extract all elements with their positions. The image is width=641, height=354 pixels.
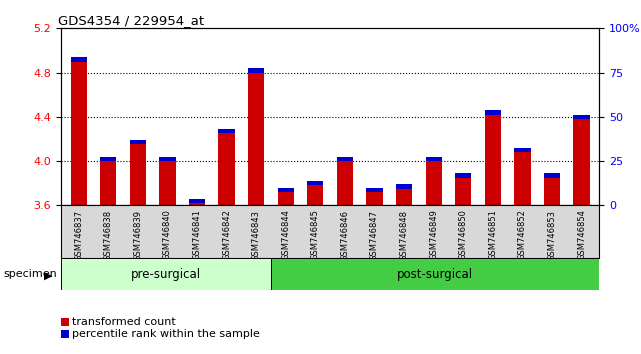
Text: GSM746850: GSM746850 bbox=[459, 210, 468, 261]
Bar bbox=[71, 57, 87, 62]
Bar bbox=[248, 73, 264, 205]
Text: transformed count: transformed count bbox=[72, 317, 176, 327]
Text: GSM746851: GSM746851 bbox=[488, 210, 497, 261]
Bar bbox=[248, 68, 264, 73]
Bar bbox=[189, 203, 205, 205]
Bar bbox=[219, 133, 235, 205]
Bar bbox=[396, 189, 412, 205]
Bar bbox=[514, 148, 531, 152]
Bar bbox=[61, 258, 271, 290]
Bar bbox=[129, 140, 146, 144]
Text: GSM746847: GSM746847 bbox=[370, 210, 379, 261]
Bar bbox=[189, 199, 205, 203]
Bar bbox=[574, 115, 590, 119]
Bar bbox=[485, 110, 501, 115]
Bar bbox=[514, 152, 531, 205]
Bar bbox=[485, 115, 501, 205]
Bar bbox=[426, 161, 442, 205]
Bar bbox=[159, 161, 176, 205]
Bar bbox=[278, 188, 294, 192]
Text: GSM746840: GSM746840 bbox=[163, 210, 172, 261]
Bar bbox=[426, 156, 442, 161]
Bar bbox=[337, 156, 353, 161]
Text: GSM746843: GSM746843 bbox=[252, 210, 261, 261]
Text: GSM746844: GSM746844 bbox=[281, 210, 290, 261]
Text: GSM746853: GSM746853 bbox=[547, 210, 556, 261]
Bar bbox=[544, 178, 560, 205]
Text: GSM746854: GSM746854 bbox=[577, 210, 586, 261]
Text: GSM746846: GSM746846 bbox=[340, 210, 349, 261]
Bar bbox=[129, 144, 146, 205]
Bar bbox=[455, 173, 471, 178]
Text: GSM746842: GSM746842 bbox=[222, 210, 231, 261]
Text: specimen: specimen bbox=[3, 269, 57, 279]
Text: GSM746852: GSM746852 bbox=[518, 210, 527, 261]
Bar bbox=[278, 192, 294, 205]
Text: pre-surgical: pre-surgical bbox=[131, 268, 201, 281]
Bar bbox=[574, 119, 590, 205]
Bar bbox=[100, 161, 117, 205]
Bar bbox=[367, 192, 383, 205]
Bar bbox=[71, 62, 87, 205]
Text: post-surgical: post-surgical bbox=[397, 268, 473, 281]
Text: GSM746837: GSM746837 bbox=[74, 210, 83, 261]
Text: GSM746849: GSM746849 bbox=[429, 210, 438, 261]
Text: GSM746838: GSM746838 bbox=[104, 210, 113, 261]
Text: GSM746848: GSM746848 bbox=[399, 210, 408, 261]
Bar bbox=[367, 188, 383, 192]
Text: percentile rank within the sample: percentile rank within the sample bbox=[72, 329, 260, 339]
Bar bbox=[396, 184, 412, 189]
Text: GSM746839: GSM746839 bbox=[133, 210, 142, 261]
Bar bbox=[307, 185, 324, 205]
Bar bbox=[159, 156, 176, 161]
Bar bbox=[544, 173, 560, 178]
Bar bbox=[219, 129, 235, 133]
Bar bbox=[307, 181, 324, 185]
Text: GDS4354 / 229954_at: GDS4354 / 229954_at bbox=[58, 14, 204, 27]
Text: GSM746841: GSM746841 bbox=[192, 210, 201, 261]
Bar bbox=[100, 156, 117, 161]
Text: GSM746845: GSM746845 bbox=[311, 210, 320, 261]
Bar bbox=[455, 178, 471, 205]
Text: ▶: ▶ bbox=[44, 270, 52, 280]
Bar bbox=[271, 258, 599, 290]
Bar bbox=[337, 161, 353, 205]
